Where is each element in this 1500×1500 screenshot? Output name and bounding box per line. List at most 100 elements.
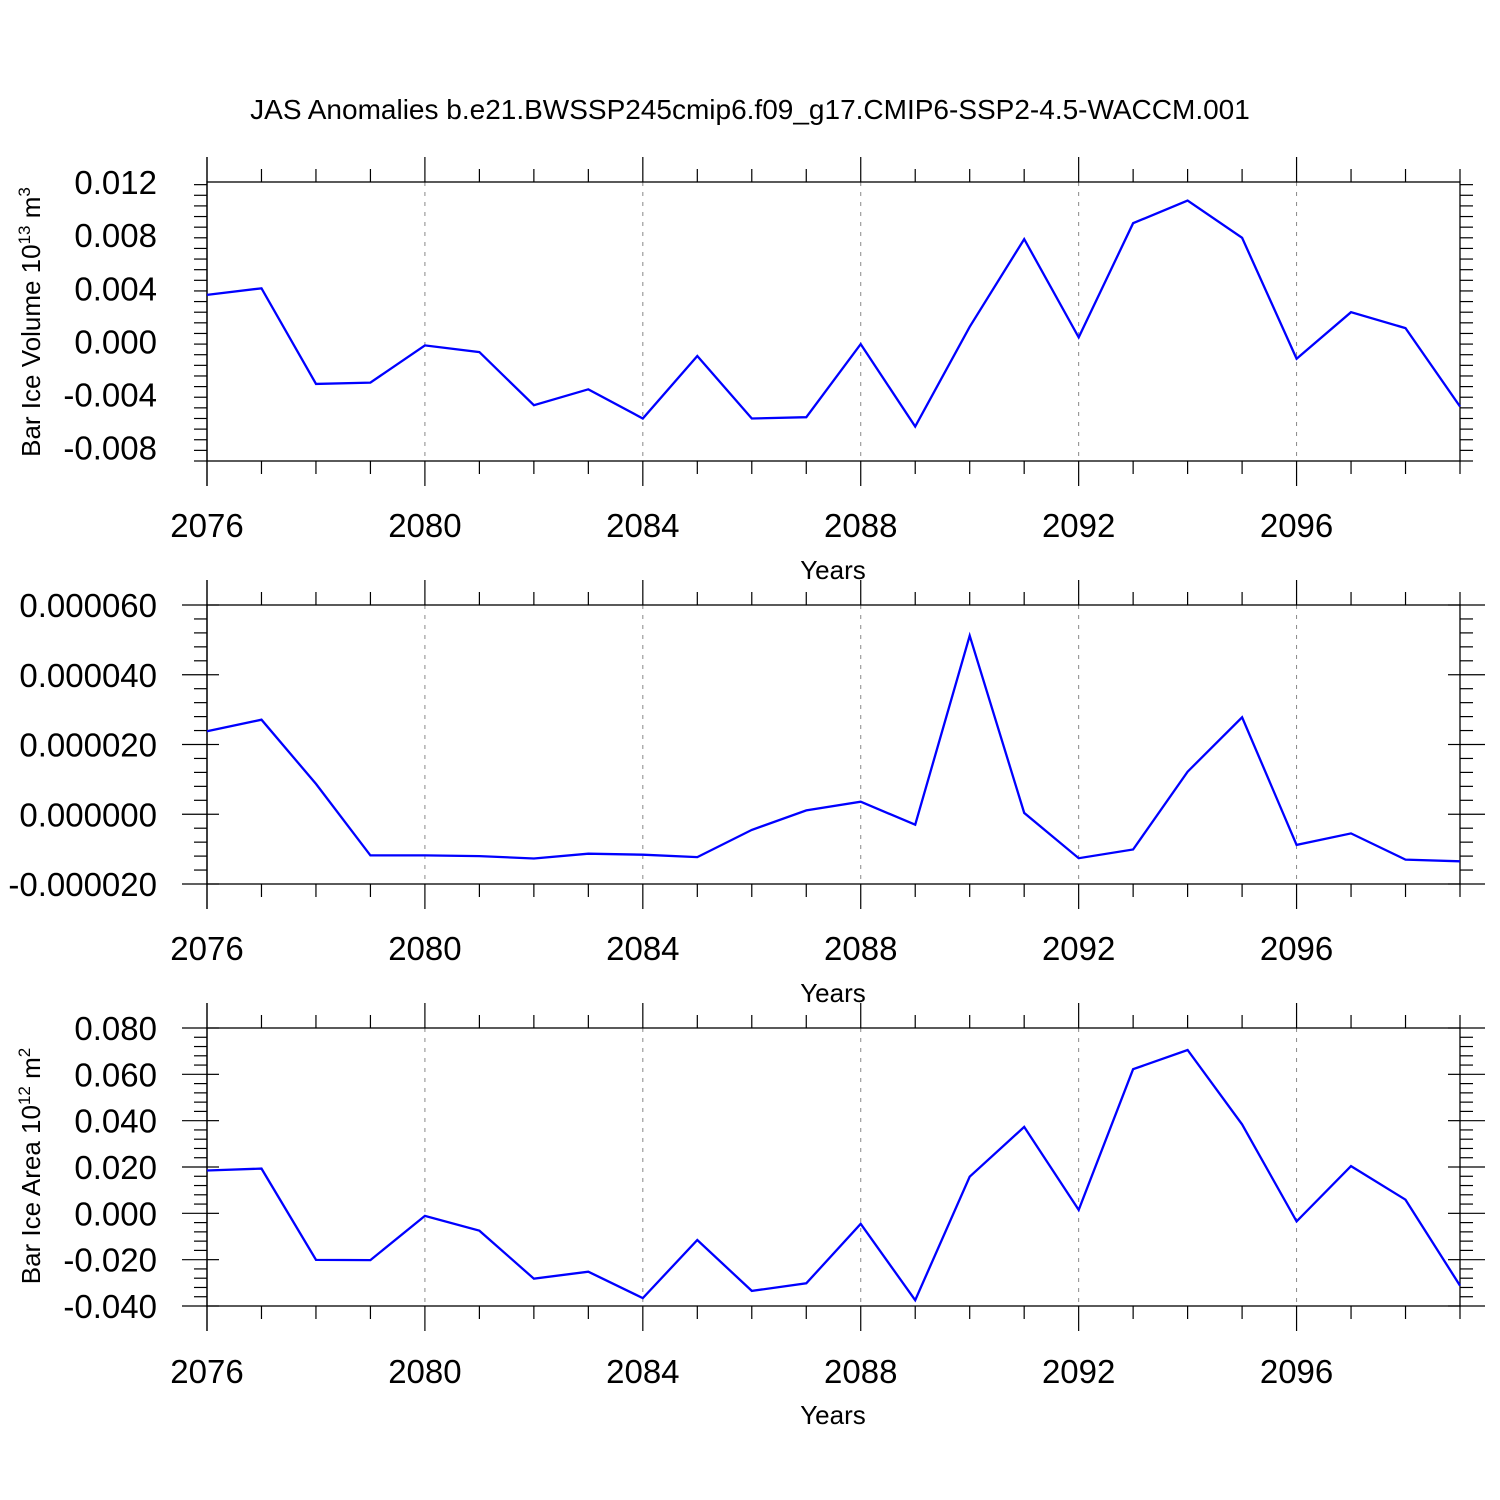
data-point [968, 634, 972, 638]
data-point [368, 381, 372, 385]
y-tick-label: -0.000020 [8, 866, 157, 903]
y-tick-label: 0.000020 [19, 727, 157, 764]
x-tick-label: 2088 [824, 1353, 897, 1390]
data-point [1022, 1125, 1026, 1129]
panel-middle: Years 2076 2080 2084 2088 2092 2096 0.000060 0.… [8, 580, 1485, 1008]
plot-frame [206, 604, 1461, 885]
data-point [1131, 221, 1135, 225]
data-point [695, 855, 699, 859]
data-point [1022, 811, 1026, 815]
y-tick-label: 0.000040 [19, 657, 157, 694]
x-tick-label: 2076 [170, 1353, 243, 1390]
data-point [205, 1168, 209, 1172]
data-point [1131, 847, 1135, 851]
panel-ice-area: Bar Ice Area 1012 m2 Years 2076 2080 2084 2… [15, 1003, 1485, 1430]
data-point [1349, 1164, 1353, 1168]
y-tick-label: 0.080 [74, 1010, 157, 1047]
data-point [205, 729, 209, 733]
y-tick-label: 0.020 [74, 1149, 157, 1186]
data-point [913, 1298, 917, 1302]
data-point [259, 1167, 263, 1171]
data-point [1240, 715, 1244, 719]
x-tick-label: 2088 [824, 507, 897, 544]
y-tick-label: 0.004 [74, 270, 157, 307]
y-axis-label-area: Bar Ice Area 1012 m2 [15, 1048, 46, 1285]
data-point [1240, 1122, 1244, 1126]
data-point [368, 1258, 372, 1262]
data-point [1349, 831, 1353, 835]
data-point [1077, 856, 1081, 860]
data-point [1295, 357, 1299, 361]
x-tick-label: 2096 [1260, 1353, 1333, 1390]
y-tick-label: -0.004 [63, 377, 157, 414]
y-tick-label: 0.008 [74, 217, 157, 254]
data-point [1295, 1219, 1299, 1223]
x-tick-label: 2092 [1042, 1353, 1115, 1390]
series-line [206, 1048, 1461, 1303]
data-point [532, 1277, 536, 1281]
x-tick-label: 2080 [388, 1353, 461, 1390]
data-point [205, 293, 209, 297]
data-point [1022, 237, 1026, 241]
data-point [1077, 1208, 1081, 1212]
x-tick-label: 2096 [1260, 507, 1333, 544]
data-point [532, 403, 536, 407]
data-point [859, 342, 863, 346]
data-point [1349, 310, 1353, 314]
figure-title: JAS Anomalies b.e21.BWSSP245cmip6.f09_g1… [250, 94, 1250, 125]
x-axis-label-middle: Years [800, 978, 866, 1008]
data-point [1240, 236, 1244, 240]
data-point [641, 853, 645, 857]
y-tick-label: 0.060 [74, 1056, 157, 1093]
x-tick-label: 2084 [606, 1353, 679, 1390]
data-point [695, 1238, 699, 1242]
data-point [968, 1175, 972, 1179]
y-tick-label: 0.012 [74, 164, 157, 201]
x-tick-label: 2076 [170, 930, 243, 967]
data-point [259, 286, 263, 290]
y-tick-label: -0.040 [63, 1288, 157, 1325]
x-tick-label: 2084 [606, 930, 679, 967]
data-point [968, 325, 972, 329]
y-axis-label-volume: Bar Ice Volume 1013 m3 [15, 187, 46, 457]
data-point [586, 852, 590, 856]
data-point [259, 718, 263, 722]
data-point [586, 1270, 590, 1274]
y-tick-label: 0.000 [74, 323, 157, 360]
data-point [750, 1289, 754, 1293]
data-point [314, 382, 318, 386]
data-point [477, 350, 481, 354]
x-tick-label: 2092 [1042, 930, 1115, 967]
x-axis-label-area: Years [800, 1400, 866, 1430]
y-tick-label: 0.000000 [19, 796, 157, 833]
plot-frame [206, 1027, 1461, 1307]
y-tick-label: -0.020 [63, 1242, 157, 1279]
x-tick-label: 2084 [606, 507, 679, 544]
data-point [804, 808, 808, 812]
data-point [1458, 1284, 1462, 1288]
data-point [913, 424, 917, 428]
plot-frame [206, 181, 1461, 462]
data-point [368, 853, 372, 857]
data-point [1404, 1198, 1408, 1202]
x-tick-label: 2076 [170, 507, 243, 544]
x-tick-label: 2080 [388, 507, 461, 544]
data-point [423, 853, 427, 857]
x-tick-label: 2080 [388, 930, 461, 967]
x-tick-label: 2096 [1260, 930, 1333, 967]
data-point [695, 354, 699, 358]
series-line [206, 199, 1461, 429]
x-axis-label-volume: Years [800, 555, 866, 585]
data-point [423, 1214, 427, 1218]
x-tick-label: 2092 [1042, 507, 1115, 544]
data-point [750, 416, 754, 420]
data-point [1077, 335, 1081, 339]
data-point [1458, 859, 1462, 863]
data-point [750, 828, 754, 832]
y-tick-label: 0.000 [74, 1195, 157, 1232]
data-point [477, 854, 481, 858]
data-point [641, 1296, 645, 1300]
data-point [859, 800, 863, 804]
y-tick-label: 0.040 [74, 1103, 157, 1140]
